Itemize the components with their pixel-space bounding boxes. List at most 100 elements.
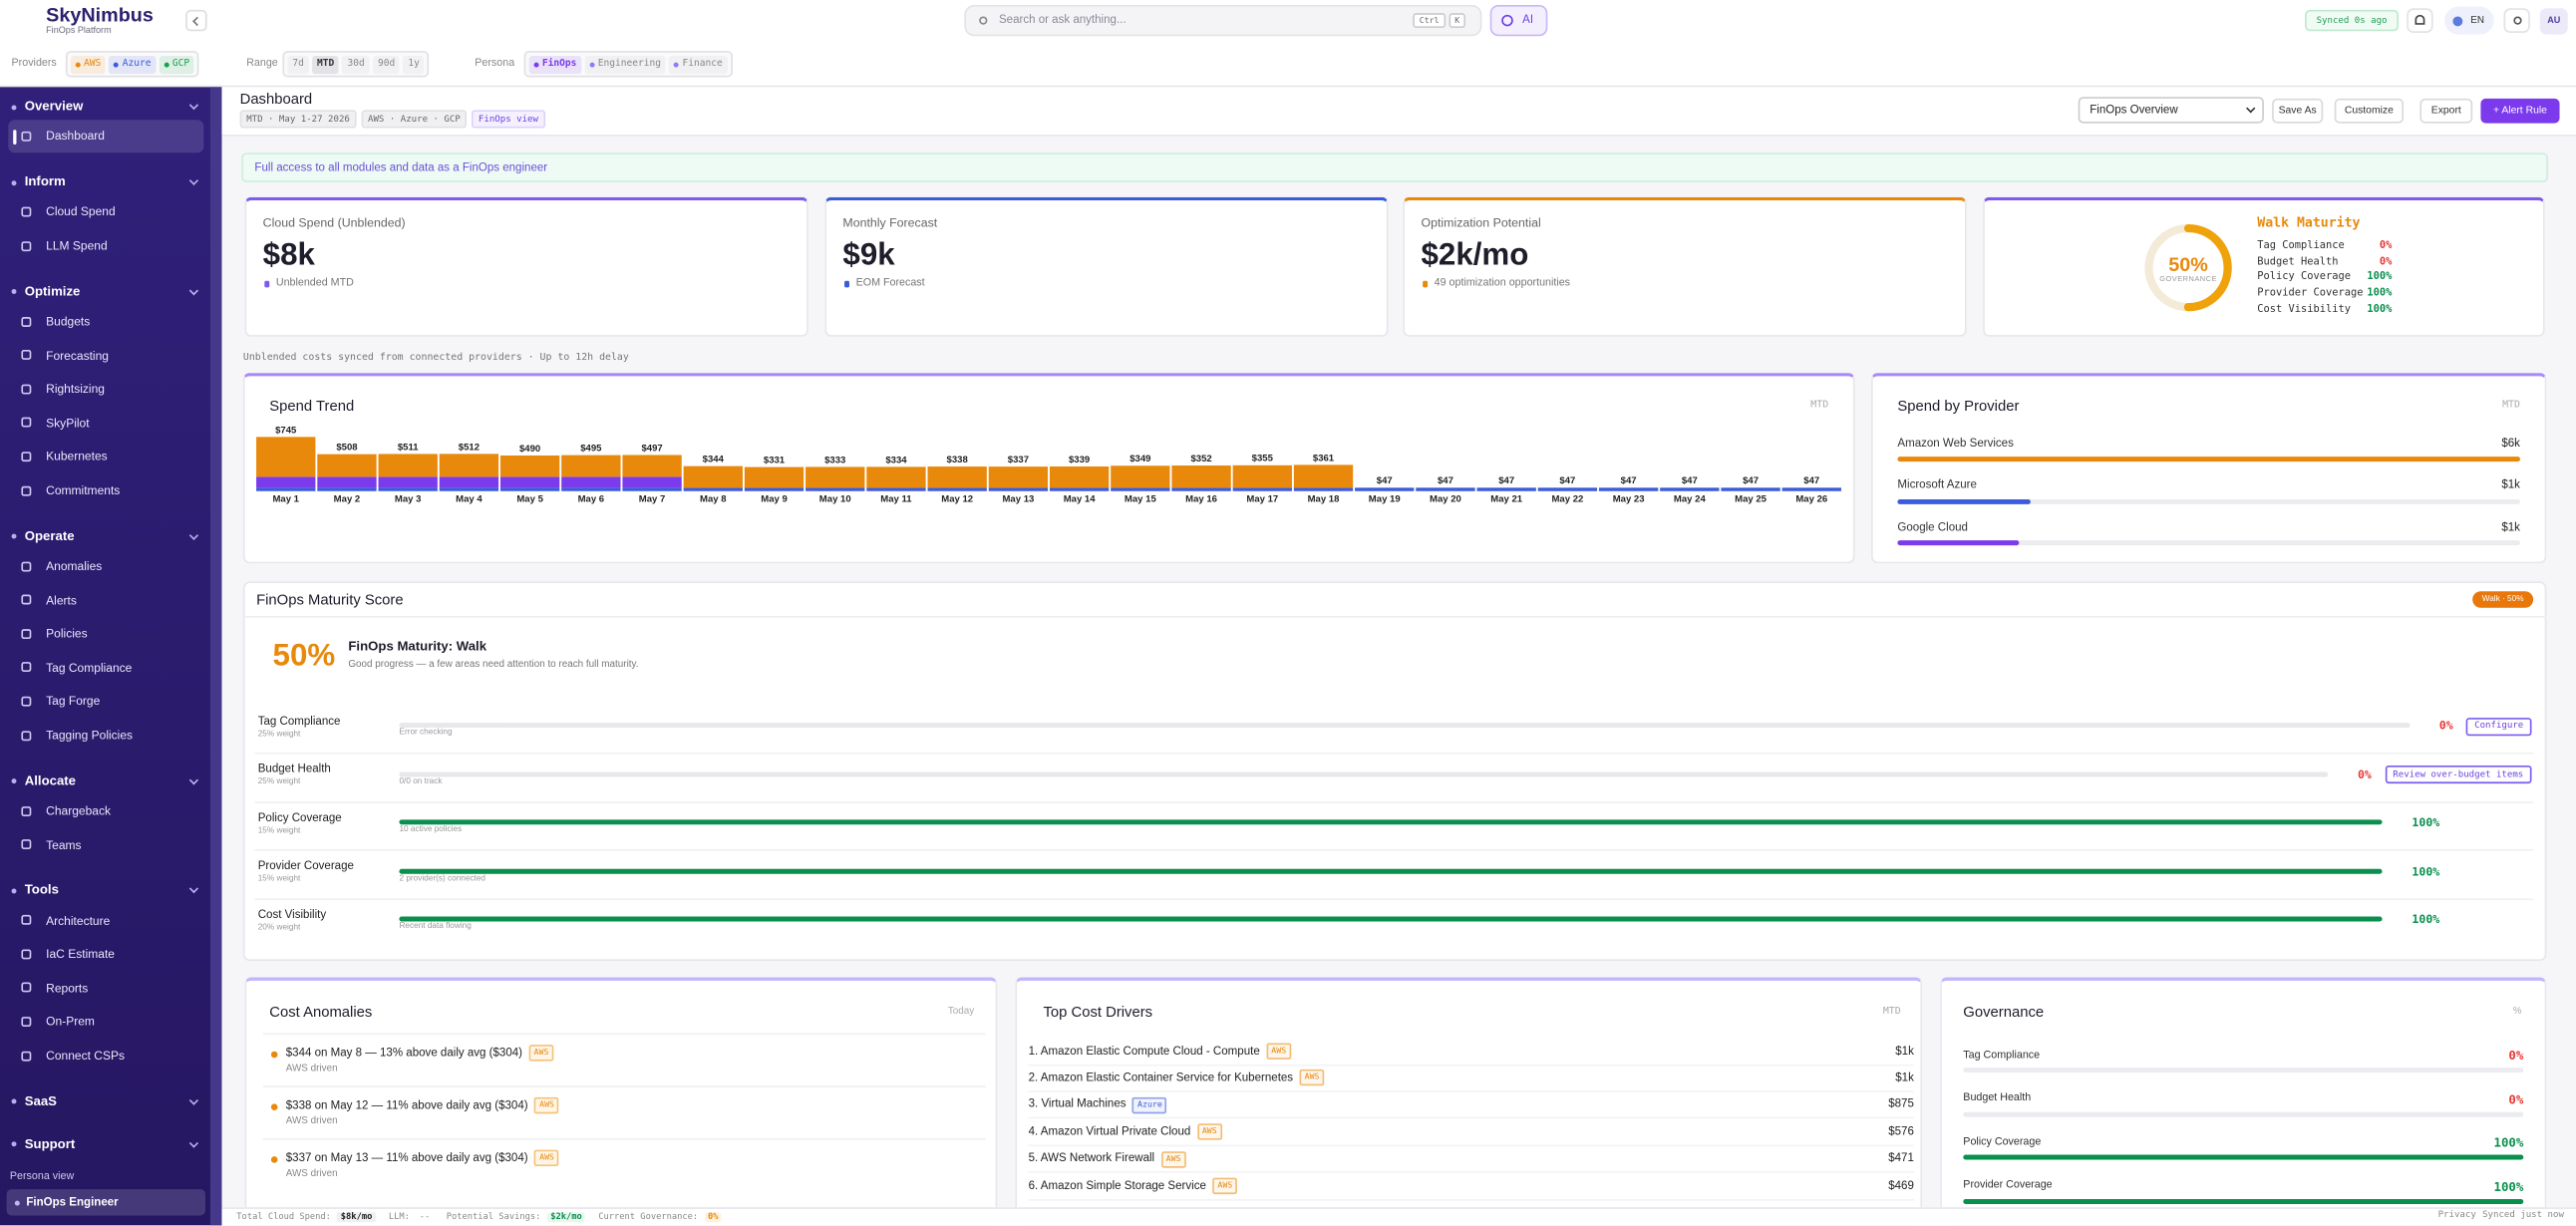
nav-item[interactable]: Connect CSPs [46,1048,126,1064]
bar-segment [1111,487,1170,491]
maturity-action-button[interactable]: Review over-budget items [2385,766,2532,784]
maturity-row-note: 2 provider(s) connected [399,873,486,884]
provider-tag: AWS [1160,1150,1186,1168]
filter-chip[interactable]: 7d [287,55,309,74]
anomaly-source: AWS driven [285,1064,338,1074]
persona-value: FinOps Engineer [26,1196,119,1209]
nav-icon [21,452,32,462]
x-tick-label: May 2 [334,493,361,504]
collapse-button[interactable] [185,9,207,32]
maturity-row-weight: 15% weight [257,874,301,885]
provider-value: $1k [2501,521,2520,533]
ai-button[interactable]: AI [1489,4,1548,37]
action-button[interactable]: Save As [2272,98,2324,124]
nav-item[interactable]: LLM Spend [46,237,108,253]
maturity-row-value: 100% [2367,303,2393,315]
nav-item[interactable]: Rightsizing [46,381,105,397]
nav-item[interactable]: Reports [46,980,89,996]
nav-section[interactable]: Tools [24,882,59,898]
nav-item[interactable]: Cloud Spend [46,203,116,219]
nav-item[interactable]: Tag Compliance [46,660,133,675]
governance-value: 100% [2493,1178,2524,1194]
filter-chip[interactable]: 90d [373,55,401,74]
divider [242,615,2547,618]
action-button[interactable]: Customize [2334,98,2404,124]
filter-chip[interactable]: AWS [70,55,107,74]
nav-item[interactable]: Architecture [46,912,111,928]
search-placeholder: Search or ask anything... [998,14,1127,27]
nav-item[interactable]: Alerts [46,592,77,607]
x-tick-label: May 19 [1369,493,1401,504]
nav-item[interactable]: Teams [46,836,82,852]
access-banner-text: Full access to all modules and data as a… [254,161,548,173]
view-select[interactable] [2078,97,2264,124]
nav-item[interactable]: Forecasting [46,347,109,363]
provider-tag: AWS [534,1149,559,1167]
filter-chip[interactable]: Engineering [584,55,666,74]
nav-item[interactable]: Commitments [46,482,121,498]
filter-chip[interactable]: Finance [669,55,728,74]
persona-box[interactable] [6,1189,205,1216]
filter-chip[interactable]: 30d [342,55,370,74]
shortcut-key: Ctrl [1413,13,1447,29]
nav-item[interactable]: SkyPilot [46,415,90,431]
maturity-row-weight: 25% weight [257,776,301,787]
nav-item[interactable]: Budgets [46,313,91,329]
nav-item[interactable]: Kubernetes [46,449,108,464]
footer-link[interactable]: Privacy [2437,1210,2476,1221]
filter-chip[interactable]: Azure [109,55,157,74]
maturity-row-name: Budget Health [257,764,331,775]
language-button[interactable]: EN [2444,6,2494,35]
nav-section[interactable]: Operate [24,527,75,543]
section-dot [11,533,17,539]
bar-segment [927,487,987,491]
nav-section[interactable]: Support [24,1135,76,1151]
nav-icon [21,560,32,571]
nav-section[interactable]: SaaS [24,1092,57,1108]
search-box[interactable] [964,4,1482,37]
nav-item[interactable]: Anomalies [46,558,103,574]
nav-section[interactable]: Inform [24,173,66,189]
x-tick-label: May 15 [1125,493,1157,504]
filter-chip[interactable]: MTD [312,55,340,74]
provider-name: Microsoft Azure [1897,479,1977,491]
nav-section[interactable]: Allocate [24,772,77,788]
nav-icon [21,485,32,496]
action-button[interactable]: Export [2419,98,2473,124]
maturity-row-name: Cost Visibility [257,909,327,922]
section-subtitle: % [2512,1007,2522,1018]
nav-item[interactable]: Tagging Policies [46,727,134,743]
chip-label: 7d [292,59,304,70]
chip-label: 90d [377,59,396,70]
nav-item[interactable]: IaC Estimate [46,946,115,962]
bar-value-label: $511 [398,442,419,453]
user-avatar[interactable]: AU [2539,8,2568,35]
bar-value-label: $497 [641,443,662,454]
bar-segment [744,466,805,488]
action-button[interactable]: + Alert Rule [2480,98,2560,124]
x-tick-label: May 16 [1185,493,1217,504]
nav-item[interactable]: Dashboard [46,129,105,144]
bar-segment [317,454,377,477]
driver-cost: $1k [1895,1045,1914,1058]
filter-chip[interactable]: GCP [159,55,195,74]
nav-item[interactable]: Tag Forge [46,694,101,709]
filter-chip[interactable]: 1y [403,55,425,74]
filter-chip[interactable]: FinOps [528,55,582,74]
nav-item[interactable]: Chargeback [46,802,112,818]
nav-item[interactable]: On-Prem [46,1014,95,1030]
bar-segment [622,487,682,491]
nav-item[interactable]: Policies [46,626,88,641]
nav-section[interactable]: Overview [24,98,84,114]
divider [1028,1171,1914,1173]
card [1403,196,1967,337]
provider-tag: AWS [1299,1070,1325,1086]
maturity-row-note: Recent data flowing [399,922,472,933]
section-title: Top Cost Drivers [1043,1003,1153,1020]
maturity-action-button[interactable]: Configure [2465,717,2532,736]
notifications-button[interactable] [2407,8,2433,33]
nav-section[interactable]: Optimize [24,283,81,299]
bar-segment [378,487,438,491]
bar-segment [866,487,926,491]
section-dot [11,289,17,295]
